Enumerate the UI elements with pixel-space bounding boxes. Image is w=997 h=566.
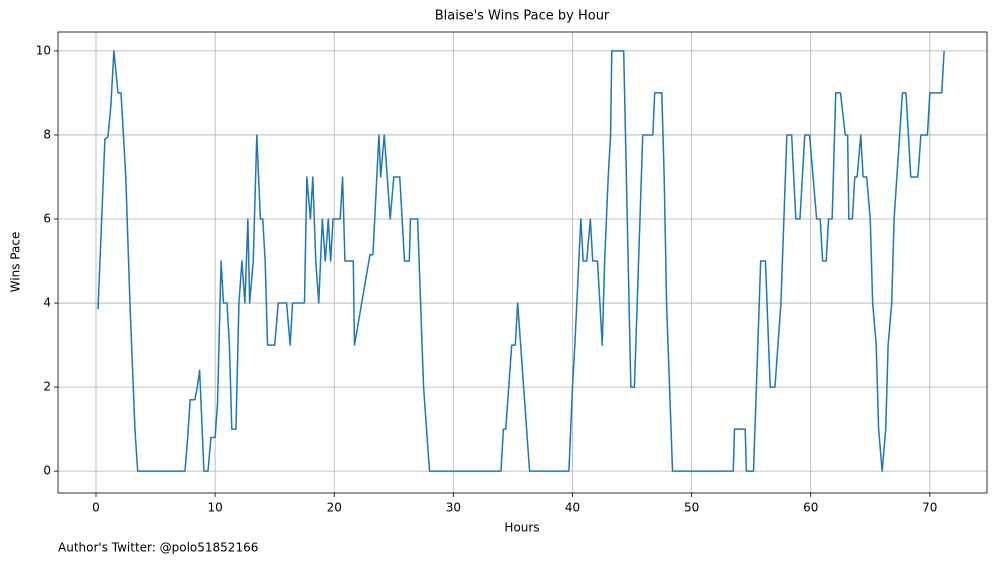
- y-tick-label: 0: [43, 464, 51, 478]
- y-tick-label: 8: [43, 127, 51, 141]
- x-tick-label: 70: [922, 501, 937, 515]
- x-tick-label: 60: [803, 501, 818, 515]
- plot-area: [58, 32, 987, 493]
- data-line: [97, 50, 945, 472]
- y-tick-label: 10: [36, 43, 51, 57]
- x-tick-label: 40: [565, 501, 580, 515]
- y-tick-label: 6: [43, 212, 51, 226]
- x-axis-label: Hours: [504, 521, 539, 535]
- footer-note: Author's Twitter: @polo51852166: [58, 541, 258, 555]
- y-axis-label: Wins Pace: [9, 232, 23, 293]
- x-tick-label: 30: [446, 501, 461, 515]
- axes-frame: [57, 31, 988, 494]
- x-tick-label: 50: [684, 501, 699, 515]
- x-tick-label: 20: [327, 501, 342, 515]
- x-tick-label: 0: [92, 501, 100, 515]
- y-tick-label: 2: [43, 380, 51, 394]
- chart-title: Blaise's Wins Pace by Hour: [435, 9, 610, 24]
- x-tick-label: 10: [207, 501, 222, 515]
- y-tick-label: 4: [43, 296, 51, 310]
